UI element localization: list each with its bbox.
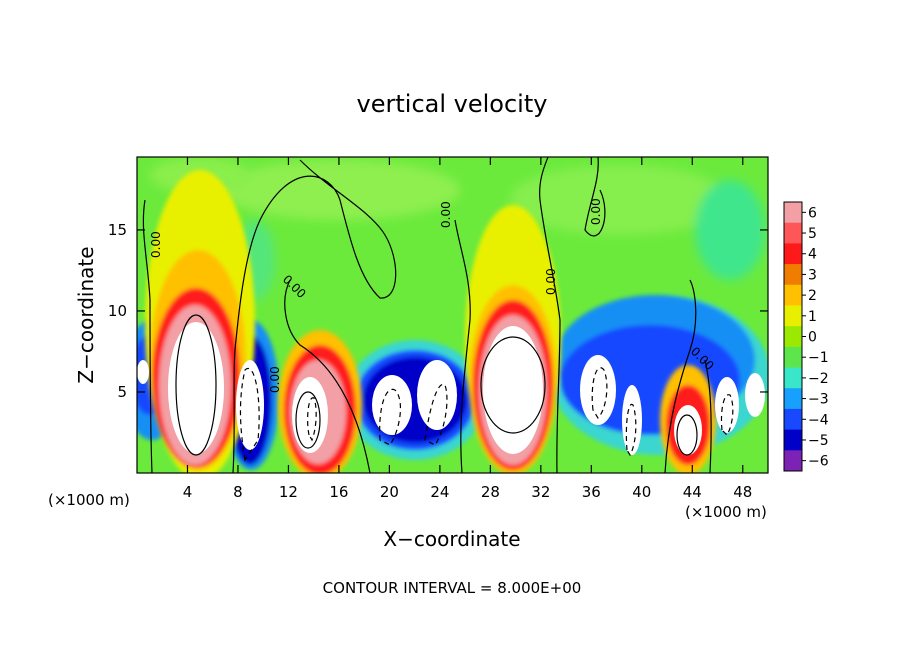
contour-dashed <box>720 394 734 436</box>
colorbar-tick-label: 6 <box>808 205 817 221</box>
y-axis-ticks: 5 10 15 <box>108 221 768 401</box>
colorbar-swatch <box>784 346 802 369</box>
colorbar: 6 5 4 3 2 1 0 −1 −2 −3 −4 −5 −6 <box>783 201 829 472</box>
chart-title: vertical velocity <box>357 90 548 118</box>
contour-zero <box>584 157 606 237</box>
contour-dashed <box>591 367 608 419</box>
colorbar-tick-label: 3 <box>808 267 817 283</box>
x-tick-label: 4 <box>183 483 193 501</box>
x-tick-label: 44 <box>683 483 702 501</box>
y-axis-label: Z−coordinate <box>74 246 98 383</box>
contour-label: 0.00 <box>544 268 558 295</box>
x-tick-label: 16 <box>329 483 348 501</box>
contour-zero <box>142 199 153 473</box>
white-core <box>715 377 739 433</box>
white-core <box>745 373 765 417</box>
white-core <box>622 385 642 455</box>
x-tick-label: 48 <box>733 483 752 501</box>
x-tick-label: 36 <box>582 483 601 501</box>
colorbar-tick-label: −3 <box>808 392 829 408</box>
white-core <box>483 326 543 454</box>
white-core <box>417 360 457 430</box>
white-core <box>137 360 149 384</box>
x-tick-label: 32 <box>531 483 550 501</box>
contour-label: 0.00 <box>589 198 603 225</box>
contour-label: 0.00 <box>149 231 163 258</box>
contour-zero <box>232 159 397 473</box>
plot-field: 0.00 0.00 0.00 0.00 0.00 0.00 0.00 <box>137 157 768 473</box>
x-tick-label: 40 <box>632 483 651 501</box>
contour-zero <box>539 157 561 473</box>
white-core <box>236 360 264 450</box>
x-tick-label: 20 <box>380 483 399 501</box>
contour-solid <box>295 391 321 449</box>
colorbar-swatch <box>784 429 802 451</box>
y-tick-label: 10 <box>108 302 127 320</box>
colorbar-tick-label: −6 <box>808 454 829 470</box>
colorbar-tick-label: −4 <box>808 412 829 428</box>
contour-dashed <box>625 403 637 457</box>
upper-light-green-patch <box>220 160 460 220</box>
x-axis-label: X−coordinate <box>383 527 520 551</box>
colorbar-swatch <box>784 305 802 327</box>
colorbar-swatch <box>784 243 802 265</box>
colorbar-swatch <box>784 450 802 472</box>
upper-cyan-patch <box>695 180 765 280</box>
x-axis-ticks: 4 8 12 16 20 24 28 32 36 40 44 48 <box>183 157 752 501</box>
colorbar-swatch <box>784 367 802 389</box>
contour-zero <box>664 279 697 473</box>
x-tick-label: 12 <box>279 483 298 501</box>
colorbar-swatch <box>784 264 802 286</box>
colorbar-tick-label: 1 <box>808 309 817 325</box>
contour-dashed <box>239 367 260 462</box>
contour-label: 0.00 <box>439 201 453 228</box>
colorbar-tick-label: 5 <box>808 226 817 242</box>
contour-solid <box>175 314 217 456</box>
x-tick-label: 24 <box>430 483 449 501</box>
upper-light-green-patch <box>510 165 730 235</box>
contour-zero <box>704 359 712 473</box>
white-core <box>292 377 328 453</box>
x-tick-label: 28 <box>481 483 500 501</box>
contour-zero <box>284 279 371 473</box>
colorbar-swatch <box>784 222 802 244</box>
x-tick-label: 8 <box>233 483 243 501</box>
white-core <box>580 355 616 425</box>
colorbar-swatch <box>784 388 802 410</box>
contour-dashed <box>424 383 448 446</box>
white-core <box>372 375 412 435</box>
colorbar-swatch <box>784 408 802 431</box>
colorbar-tick-label: 2 <box>808 288 817 304</box>
contour-dashed <box>379 388 402 446</box>
contour-lines <box>142 157 734 473</box>
colorbar-swatch <box>784 326 802 348</box>
contour-solid <box>676 414 698 456</box>
colorbar-tick-label: −5 <box>808 433 829 449</box>
white-core <box>674 405 702 455</box>
colorbar-tick-label: −2 <box>808 371 829 387</box>
x-unit-label-right: (×1000 m) <box>685 503 767 521</box>
colorbar-swatch <box>784 202 802 224</box>
y-tick-label: 15 <box>108 221 127 239</box>
white-core <box>168 322 224 454</box>
contour-solid <box>480 336 546 434</box>
y-tick-label: 5 <box>117 383 127 401</box>
contour-label: 0.00 <box>268 366 282 393</box>
colorbar-tick-label: 4 <box>808 247 817 263</box>
x-unit-label-left: (×1000 m) <box>48 491 130 509</box>
plot-frame <box>136 156 769 474</box>
contour-interval-footer: CONTOUR INTERVAL = 8.000E+00 <box>323 579 582 597</box>
colorbar-tick-label: 0 <box>808 330 817 346</box>
contour-dashed <box>307 397 317 442</box>
colorbar-swatch <box>784 284 802 306</box>
colorbar-tick-label: −1 <box>808 350 829 366</box>
contour-zero <box>454 219 471 473</box>
